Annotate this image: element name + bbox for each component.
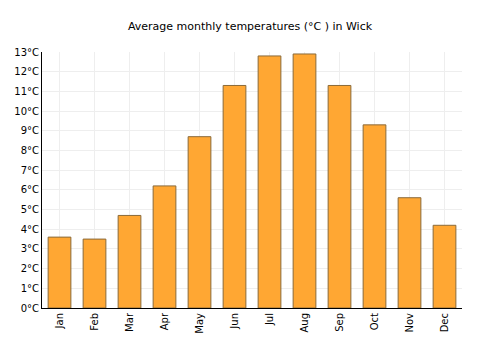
svg-text:Oct: Oct: [369, 313, 380, 330]
svg-text:Aug: Aug: [299, 313, 310, 333]
svg-text:Mar: Mar: [124, 312, 135, 332]
svg-text:12°C: 12°C: [14, 66, 39, 77]
svg-text:9°C: 9°C: [21, 125, 39, 136]
svg-text:0°C: 0°C: [21, 303, 39, 314]
svg-text:4°C: 4°C: [21, 224, 39, 235]
svg-text:Jun: Jun: [229, 313, 240, 330]
svg-text:May: May: [194, 313, 205, 334]
svg-text:8°C: 8°C: [21, 145, 39, 156]
svg-text:6°C: 6°C: [21, 184, 39, 195]
svg-text:Average monthly temperatures (: Average monthly temperatures (°C ) in Wi…: [128, 20, 373, 33]
svg-text:Sep: Sep: [334, 313, 345, 332]
svg-text:10°C: 10°C: [14, 106, 39, 117]
svg-text:11°C: 11°C: [14, 86, 39, 97]
svg-text:13°C: 13°C: [14, 47, 39, 58]
svg-text:Feb: Feb: [89, 313, 100, 331]
svg-text:2°C: 2°C: [21, 263, 39, 274]
svg-text:7°C: 7°C: [21, 165, 39, 176]
svg-text:5°C: 5°C: [21, 204, 39, 215]
svg-text:Jul: Jul: [264, 313, 275, 326]
svg-text:3°C: 3°C: [21, 243, 39, 254]
svg-text:Jan: Jan: [54, 313, 65, 329]
svg-text:Apr: Apr: [159, 312, 170, 330]
svg-text:Dec: Dec: [439, 313, 450, 332]
svg-text:Nov: Nov: [404, 313, 415, 333]
svg-text:1°C: 1°C: [21, 283, 39, 294]
